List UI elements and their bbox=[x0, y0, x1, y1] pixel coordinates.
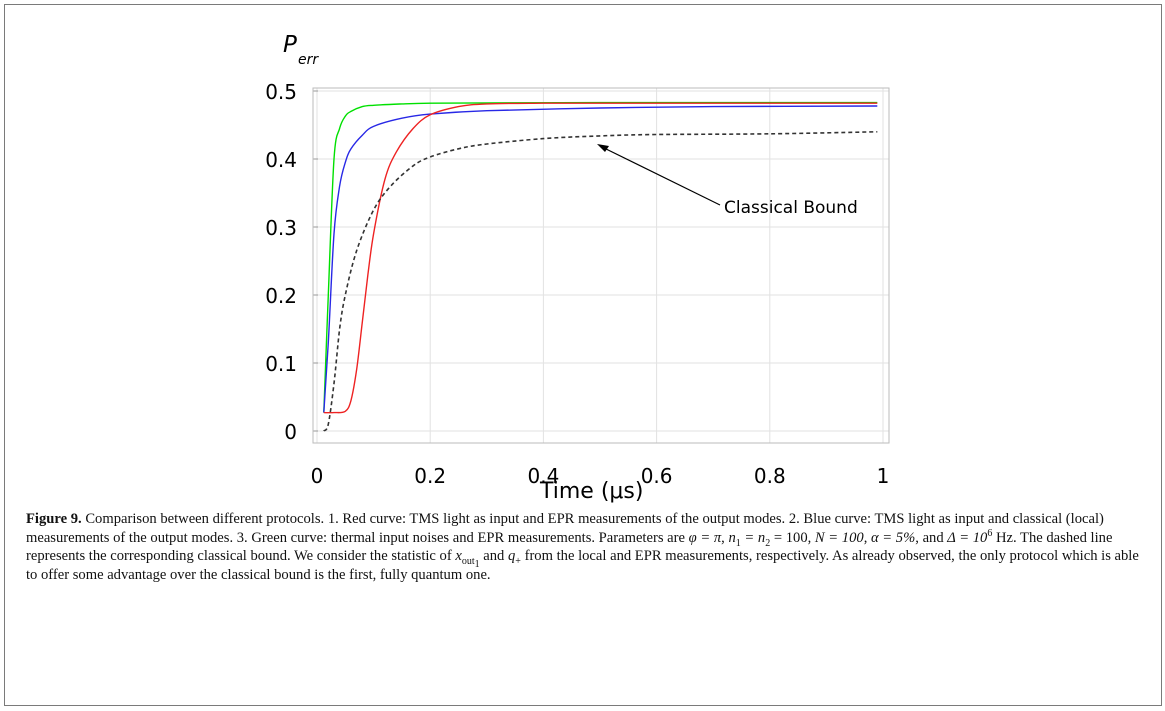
caption-text-2: Hz. The dashed line represents the corre… bbox=[26, 529, 1113, 565]
plot-area-border bbox=[312, 87, 890, 444]
x-tick-label: 0.6 bbox=[641, 464, 673, 488]
y-tick-label: 0.4 bbox=[265, 148, 297, 172]
series-line-4 bbox=[323, 131, 878, 432]
y-tick-label: 0.1 bbox=[265, 352, 297, 376]
y-tick-label: 0.2 bbox=[265, 284, 297, 308]
x-tick-label: 0.2 bbox=[414, 464, 446, 488]
figure-label: Figure 9. bbox=[26, 511, 82, 527]
series-line-1 bbox=[323, 101, 878, 413]
x-axis-label: Time (μs) bbox=[539, 479, 643, 504]
y-axis-label: P bbox=[283, 32, 297, 58]
y-tick-labels: 0 0.1 0.2 0.3 0.4 0.5 bbox=[265, 80, 297, 444]
var-q-subscript: + bbox=[515, 556, 521, 568]
figure-frame bbox=[4, 4, 1162, 706]
grid-lines bbox=[313, 88, 889, 443]
param-phi: φ = π bbox=[688, 529, 722, 546]
series-line-2 bbox=[323, 105, 878, 413]
var-x-subscript: out bbox=[461, 556, 475, 568]
param-n1: n bbox=[728, 529, 736, 546]
y-axis-label-subscript: err bbox=[298, 52, 319, 68]
caption-text-1: Comparison between different protocols. … bbox=[26, 511, 1104, 546]
figure-caption: Figure 9. Comparison between different p… bbox=[26, 511, 1139, 583]
annotation-arrowhead bbox=[597, 144, 609, 152]
param-delta: Δ = 10 bbox=[947, 529, 988, 546]
annotation-classical-bound: Classical Bound bbox=[724, 198, 858, 218]
annotation-arrow bbox=[599, 145, 721, 206]
param-n-value: = 100 bbox=[770, 529, 808, 546]
x-tick-labels: 0 0.2 0.4 0.6 0.8 1 bbox=[311, 464, 890, 488]
var-q: q bbox=[508, 548, 516, 565]
y-tick-label: 0.3 bbox=[265, 216, 297, 240]
series-group bbox=[323, 101, 878, 432]
series-line-3 bbox=[323, 102, 878, 414]
var-x: x bbox=[455, 548, 462, 565]
x-tick-label: 0 bbox=[311, 464, 324, 488]
line-chart: 0 0.2 0.4 0.6 0.8 1 0 0.1 0.2 0.3 0.4 0.5 P err Ti… bbox=[265, 32, 890, 504]
caption-and: and bbox=[479, 548, 508, 565]
param-alpha: α = 5% bbox=[871, 529, 916, 546]
y-tick-label: 0.5 bbox=[265, 80, 297, 104]
x-tick-label: 0.8 bbox=[754, 464, 786, 488]
caption-text-3: from the local and EPR measurements, res… bbox=[26, 548, 1139, 583]
param-n2: = n bbox=[740, 529, 766, 546]
x-tick-label: 1 bbox=[877, 464, 890, 488]
param-N: N = 100 bbox=[814, 529, 864, 546]
x-tick-label: 0.4 bbox=[527, 464, 559, 488]
y-tick-label: 0 bbox=[284, 420, 297, 444]
